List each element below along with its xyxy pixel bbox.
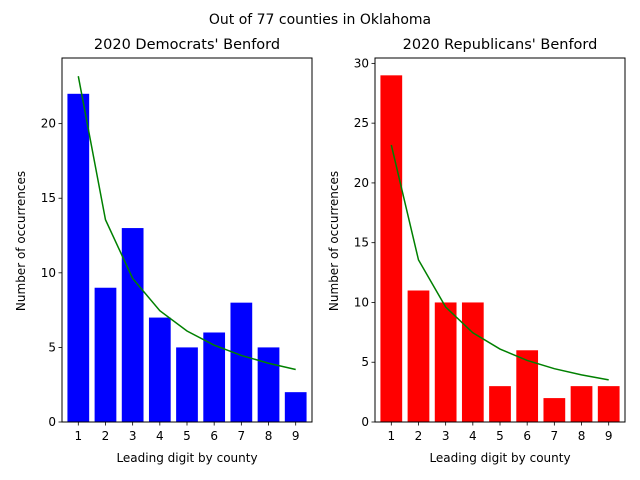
y-tick-label: 20: [354, 176, 369, 190]
chart-title: 2020 Democrats' Benford: [94, 37, 280, 53]
bar-3: [121, 228, 144, 422]
y-tick-label: 10: [41, 266, 56, 280]
bar-6: [516, 350, 539, 422]
y-tick-label: 5: [48, 340, 56, 354]
x-tick-label: 3: [442, 429, 450, 443]
y-tick-label: 5: [361, 355, 369, 369]
bar-7: [230, 302, 253, 422]
y-tick-label: 0: [48, 415, 56, 429]
y-tick-label: 0: [361, 415, 369, 429]
benford-expected-line: [390, 144, 609, 381]
y-ticks: 0 5 10 15 20: [41, 117, 62, 429]
x-tick-label: 4: [156, 429, 164, 443]
y-axis-label: Number of occurrences: [14, 171, 28, 311]
benford-line-group: [77, 76, 296, 371]
y-tick-label: 25: [354, 116, 369, 130]
x-tick-label: 1: [74, 429, 82, 443]
plot-frame: [374, 57, 626, 423]
x-tick-label: 9: [292, 429, 300, 443]
x-tick-label: 6: [523, 429, 531, 443]
x-tick-label: 2: [415, 429, 423, 443]
bar-2: [94, 287, 117, 422]
y-tick-label: 15: [41, 191, 56, 205]
x-axis-label: Leading digit by county: [429, 451, 570, 465]
plot-frame: [61, 57, 313, 423]
bar-7: [543, 398, 566, 422]
bar-group: [67, 93, 307, 422]
x-tick-label: 8: [265, 429, 273, 443]
y-axis-label: Number of occurrences: [327, 171, 341, 311]
x-tick-label: 9: [605, 429, 613, 443]
x-tick-label: 7: [238, 429, 246, 443]
x-ticks: 1 2 3 4 5 6 7 8 9: [387, 422, 613, 443]
x-tick-label: 2: [102, 429, 110, 443]
bar-4: [461, 302, 484, 422]
x-tick-label: 1: [387, 429, 395, 443]
benford-expected-line: [77, 76, 296, 371]
x-tick-label: 5: [183, 429, 191, 443]
chart-panel-republicans: 2020 Republicans' Benford Leading digit …: [327, 37, 626, 465]
x-tick-label: 7: [551, 429, 559, 443]
benford-line-group: [390, 144, 609, 381]
chart-panel-democrats: 2020 Democrats' Benford Leading digit by…: [14, 37, 313, 465]
x-tick-label: 6: [210, 429, 218, 443]
bar-1: [380, 75, 403, 422]
bar-9: [284, 392, 307, 422]
x-tick-label: 3: [129, 429, 137, 443]
bar-4: [148, 317, 171, 422]
bar-8: [257, 347, 280, 422]
bar-9: [597, 386, 620, 422]
bar-group: [380, 75, 620, 422]
bar-2: [407, 290, 430, 422]
figure-suptitle: Out of 77 counties in Oklahoma: [209, 12, 431, 28]
chart-title: 2020 Republicans' Benford: [403, 37, 598, 53]
bar-3: [434, 302, 457, 422]
bar-5: [489, 386, 511, 422]
bar-6: [203, 332, 226, 422]
x-axis-label: Leading digit by county: [116, 451, 257, 465]
x-tick-label: 5: [496, 429, 504, 443]
x-ticks: 1 2 3 4 5 6 7 8 9: [74, 422, 300, 443]
y-tick-label: 30: [354, 56, 369, 70]
bar-5: [176, 347, 198, 422]
y-ticks: 0 5 10 15 20 25 30: [354, 56, 375, 429]
y-tick-label: 10: [354, 295, 369, 309]
y-tick-label: 15: [354, 236, 369, 250]
y-tick-label: 20: [41, 117, 56, 131]
x-tick-label: 8: [578, 429, 586, 443]
x-tick-label: 4: [469, 429, 477, 443]
bar-8: [570, 386, 593, 422]
bar-1: [67, 93, 90, 422]
